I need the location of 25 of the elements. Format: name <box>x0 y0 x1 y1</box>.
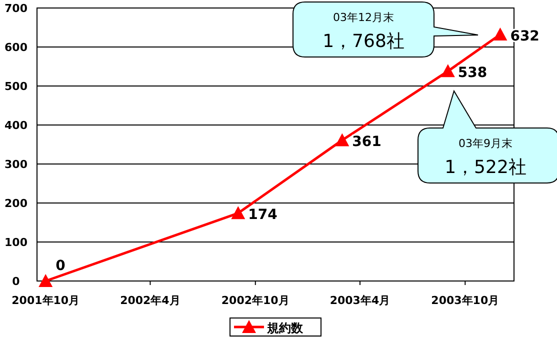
point <box>335 133 350 146</box>
y-tick-label: 600 <box>4 41 28 54</box>
y-tick-label: 0 <box>12 275 20 288</box>
annotation: 03年9月末 1，522社 <box>444 137 526 178</box>
data-label: 0 <box>56 258 66 274</box>
y-tick-label: 100 <box>4 236 28 249</box>
x-tick-label: 2003年10月 <box>431 294 500 307</box>
data-label: 361 <box>352 134 382 150</box>
point <box>440 64 455 78</box>
point <box>38 274 53 287</box>
y-tick-label: 500 <box>4 80 28 93</box>
x-tick-label: 2002年10月 <box>221 294 290 307</box>
annotation: 03年12月末 1，768社 <box>322 11 404 52</box>
y-tick-label: 300 <box>4 158 28 171</box>
x-tick-label: 2001年10月 <box>12 294 80 307</box>
legend-label: 規約数 <box>266 321 304 335</box>
point <box>493 28 508 41</box>
x-tick-label: 2003年4月 <box>330 294 390 307</box>
y-tick-label: 700 <box>4 2 28 15</box>
point <box>231 206 246 220</box>
x-tick-label: 2002年4月 <box>120 294 180 307</box>
data-label: 174 <box>248 207 278 224</box>
data-label: 538 <box>458 65 488 82</box>
y-tick-label: 200 <box>4 197 28 210</box>
y-tick-label: 400 <box>4 119 28 132</box>
